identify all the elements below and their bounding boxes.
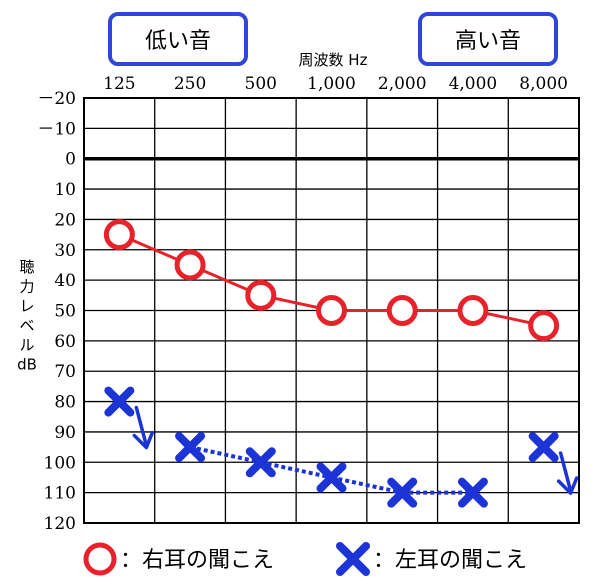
high-sound-badge-frame: [418, 12, 558, 66]
x-tick-label: 500: [245, 74, 277, 94]
cross-marker: [104, 386, 135, 417]
x-tick-label: 250: [174, 74, 206, 94]
x-tick-label: 2,000: [378, 74, 427, 94]
low-sound-badge-label: 低い音: [145, 29, 211, 54]
cross-marker: [175, 432, 206, 463]
cross-marker: [457, 477, 488, 508]
y-axis-title-char: ル: [19, 336, 34, 354]
y-tick-label: 20: [54, 210, 76, 230]
high-sound-badge-label: 高い音: [455, 29, 521, 54]
y-tick-label: 110: [44, 484, 76, 504]
high-sound-badge: 高い音: [418, 12, 558, 66]
x-tick-label: 125: [103, 74, 135, 94]
legend-item: ：右耳の聞こえ: [83, 542, 274, 576]
circle-marker: [316, 295, 347, 326]
y-tick-label: 50: [54, 302, 76, 322]
y-tick-label: 0: [65, 150, 76, 170]
series-left-ear: [104, 386, 579, 508]
series-segment: [331, 475, 403, 495]
series-layer: [103, 219, 579, 508]
cross-marker: [245, 447, 276, 478]
circle-marker: [103, 219, 135, 251]
legend-item: ：左耳の聞こえ: [336, 542, 527, 576]
no-response-arrow: [556, 451, 579, 495]
y-tick-label: 100: [44, 453, 76, 473]
cross-marker: [336, 542, 370, 576]
series-right-ear: [103, 219, 560, 342]
y-tick-label: 70: [54, 362, 76, 382]
y-tick-labels: －20 －10 0 10 20 30 40 50 60 70 80 90 100 110 120: [37, 89, 76, 534]
y-axis-title-char: ベ: [19, 317, 34, 335]
circle-marker: [386, 295, 418, 326]
low-sound-badge-frame: [108, 12, 248, 66]
y-tick-label: 30: [54, 241, 76, 261]
legend: ：右耳の聞こえ ：左耳の聞こえ: [83, 542, 527, 576]
x-tick-labels: 125 250 500 1,000 2,000 4,000 8,000: [103, 74, 568, 94]
x-tick-label: 8,000: [519, 74, 568, 94]
circle-marker: [457, 295, 489, 326]
y-tick-label: 90: [54, 423, 76, 443]
y-tick-label: 10: [54, 180, 76, 200]
y-tick-label: 80: [54, 393, 76, 413]
no-response-arrow: [132, 405, 155, 450]
y-tick-label: －10: [37, 119, 76, 139]
y-tick-label: 40: [54, 271, 76, 291]
series-segment: [260, 460, 332, 480]
x-axis-title: 周波数 Hz: [299, 51, 368, 69]
legend-circle-marker: [83, 542, 117, 576]
circle-marker: [245, 279, 277, 311]
y-tick-label: －20: [37, 89, 76, 109]
circle-marker: [528, 310, 560, 342]
cross-marker: [528, 432, 559, 463]
y-axis-title-char: 力: [19, 278, 34, 296]
x-tick-label: 1,000: [307, 74, 356, 94]
badges: 低い音 高い音: [108, 12, 558, 66]
y-axis-title-char: 聴: [19, 258, 34, 276]
cross-marker: [316, 462, 347, 493]
low-sound-badge: 低い音: [108, 12, 248, 66]
circle-marker: [174, 249, 206, 281]
cross-marker: [387, 477, 418, 508]
legend-label: ：右耳の聞こえ: [120, 548, 274, 573]
grid: [83, 97, 580, 524]
y-axis-title-char: dB: [17, 356, 37, 374]
x-tick-label: 4,000: [449, 74, 498, 94]
series-segment: [189, 445, 262, 465]
y-axis-title-char: レ: [19, 297, 34, 315]
y-tick-label: 60: [54, 332, 76, 352]
legend-label: ：左耳の聞こえ: [373, 548, 527, 573]
y-tick-label: 120: [44, 514, 76, 534]
